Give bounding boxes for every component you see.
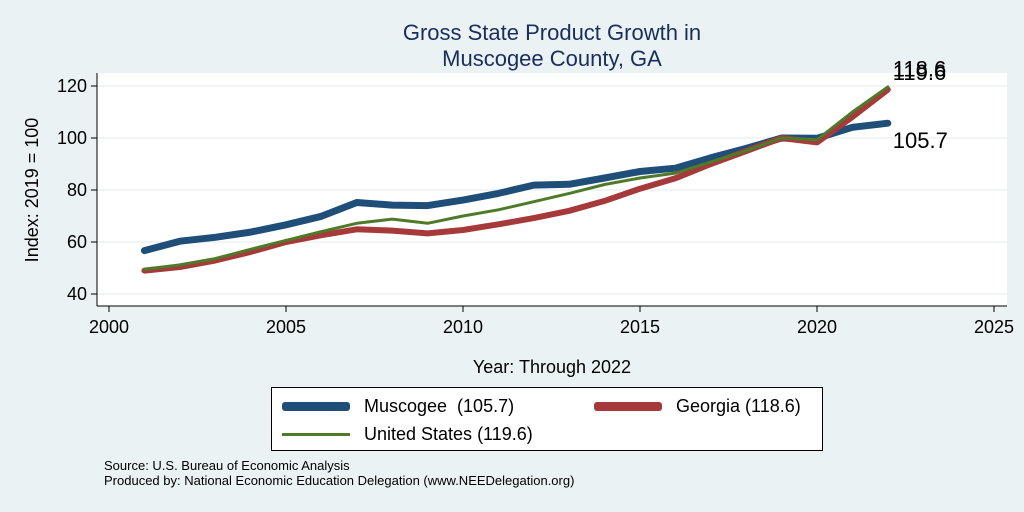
axes: 40 60 80 100 120 2000 2005 2010 2015 2020 2025 bbox=[57, 73, 1014, 337]
legend-label-united-states: United States (119.6) bbox=[364, 424, 533, 444]
legend-swatch-muscogee bbox=[282, 402, 350, 411]
x-tick-label-2010: 2010 bbox=[443, 317, 483, 337]
producer-note: Produced by: National Economic Education… bbox=[104, 473, 575, 488]
x-tick-label-2005: 2005 bbox=[266, 317, 306, 337]
legend-item-georgia: Georgia (118.6) bbox=[594, 396, 801, 417]
y-axis-title: Index: 2019 = 100 bbox=[22, 118, 42, 263]
x-tick-label-2015: 2015 bbox=[620, 317, 660, 337]
chart-title-line-2: Muscogee County, GA bbox=[442, 46, 662, 71]
legend-swatch-georgia bbox=[594, 402, 662, 411]
legend-item-united-states: United States (119.6) bbox=[282, 424, 533, 445]
series-line-united-states bbox=[142, 85, 890, 271]
chart-title-line-1: Gross State Product Growth in bbox=[403, 20, 701, 45]
x-axis-title: Year: Through 2022 bbox=[473, 357, 631, 377]
legend-label-muscogee: Muscogee (105.7) bbox=[364, 396, 515, 416]
x-tick-label-2025: 2025 bbox=[974, 317, 1014, 337]
series-lines bbox=[140, 85, 892, 274]
end-label-united-states: 119.6 bbox=[893, 60, 946, 85]
x-tick-label-2020: 2020 bbox=[797, 317, 837, 337]
y-tick-label-60: 60 bbox=[67, 232, 87, 252]
legend-label-georgia: Georgia (118.6) bbox=[676, 396, 801, 416]
end-label-muscogee: 105.7 bbox=[893, 128, 948, 153]
legend-item-muscogee: Muscogee (105.7) bbox=[282, 396, 514, 417]
x-tick-label-2000: 2000 bbox=[89, 317, 129, 337]
legend: Muscogee (105.7) Georgia (118.6) United … bbox=[271, 387, 823, 451]
source-note: Source: U.S. Bureau of Economic Analysis bbox=[104, 458, 350, 473]
y-tick-label-120: 120 bbox=[57, 76, 87, 96]
y-tick-label-100: 100 bbox=[57, 128, 87, 148]
legend-swatch-united-states bbox=[282, 433, 350, 436]
y-tick-label-80: 80 bbox=[67, 180, 87, 200]
y-tick-label-40: 40 bbox=[67, 284, 87, 304]
footer: Source: U.S. Bureau of Economic Analysis… bbox=[104, 458, 574, 488]
grid-lines bbox=[97, 85, 1007, 295]
end-label-georgia: 118.6 bbox=[893, 57, 946, 82]
